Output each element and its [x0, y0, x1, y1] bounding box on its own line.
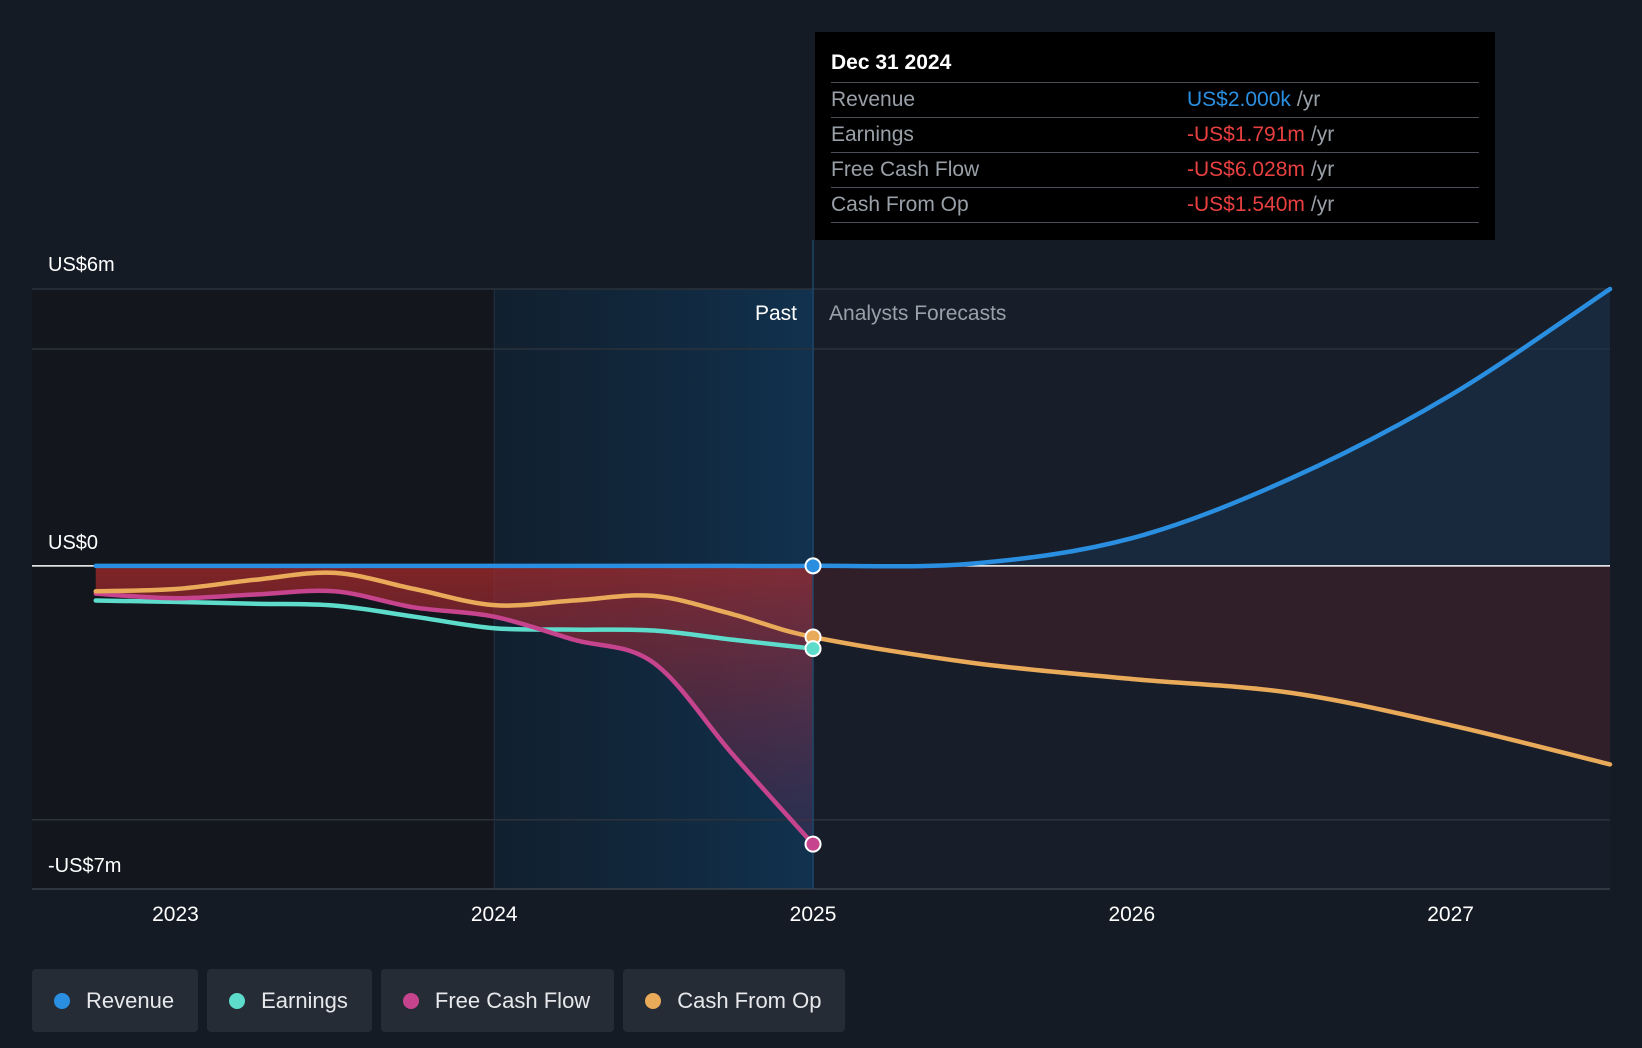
legend-dot-icon	[645, 992, 662, 1009]
legend-item-cash-from-op[interactable]: Cash From Op	[623, 969, 846, 1032]
tooltip-row-free-cash-flow: Free Cash Flow -US$6.028m /yr	[831, 152, 1479, 187]
x-tick-label: 2024	[471, 903, 518, 926]
tooltip-label: Earnings	[831, 123, 914, 146]
tooltip-value: -US$1.540m	[1187, 193, 1305, 216]
tooltip-value: US$2.000k	[1187, 88, 1291, 111]
legend-item-revenue[interactable]: Revenue	[32, 969, 199, 1032]
y-axis-label: -US$7m	[48, 855, 121, 877]
tooltip-label: Revenue	[831, 88, 916, 111]
data-point-cash-from-op	[804, 835, 822, 853]
legend: Revenue Earnings Free Cash Flow Cash Fro…	[32, 969, 846, 1032]
tooltip-row-earnings: Earnings -US$1.791m /yr	[831, 117, 1479, 152]
legend-label: Free Cash Flow	[434, 987, 591, 1013]
tooltip-row-revenue: Revenue US$2.000k /yr	[831, 82, 1479, 117]
tooltip-label: Cash From Op	[831, 193, 969, 216]
legend-dot-icon	[402, 992, 419, 1009]
tooltip-label: Free Cash Flow	[831, 158, 980, 181]
legend-item-free-cash-flow[interactable]: Free Cash Flow	[380, 969, 615, 1032]
data-point-earnings	[804, 557, 822, 575]
revenue-forecast-area	[813, 289, 1610, 567]
y-axis-label: US$0	[48, 532, 98, 554]
x-tick-label: 2023	[152, 903, 199, 926]
tooltip-unit: /yr	[1310, 193, 1335, 216]
past-label: Past	[755, 302, 797, 325]
legend-dot-icon	[229, 992, 246, 1009]
series-line-revenue	[93, 570, 1613, 767]
tooltip-value: -US$1.791m	[1187, 123, 1305, 146]
tooltip-unit: /yr	[1310, 123, 1335, 146]
series-line-cash-from-op	[93, 588, 816, 847]
forecast-label: Analysts Forecasts	[829, 302, 1006, 325]
x-tick-label: 2025	[790, 903, 837, 926]
tooltip-value: -US$6.028m	[1187, 158, 1305, 181]
tooltip: Dec 31 2024 Revenue US$2.000k /yr Earnin…	[815, 32, 1495, 240]
legend-label: Revenue	[86, 987, 175, 1013]
x-tick-label: 2027	[1427, 903, 1474, 926]
legend-label: Earnings	[261, 987, 348, 1013]
data-point-free-cash-flow	[804, 640, 822, 658]
legend-label: Cash From Op	[677, 987, 822, 1013]
past-negative-area	[95, 565, 814, 845]
tooltip-row-cash-from-op: Cash From Op -US$1.540m /yr	[831, 187, 1479, 223]
series-line-free-cash-flow	[93, 598, 816, 651]
x-tick-label: 2026	[1108, 903, 1155, 926]
tooltip-date: Dec 31 2024	[831, 51, 952, 74]
legend-item-earnings[interactable]: Earnings	[207, 969, 372, 1032]
y-axis-label: US$6m	[48, 254, 115, 276]
series-line-earnings	[93, 286, 1613, 569]
tooltip-unit: /yr	[1310, 158, 1335, 181]
tooltip-unit: /yr	[1296, 88, 1321, 111]
legend-dot-icon	[54, 992, 70, 1009]
